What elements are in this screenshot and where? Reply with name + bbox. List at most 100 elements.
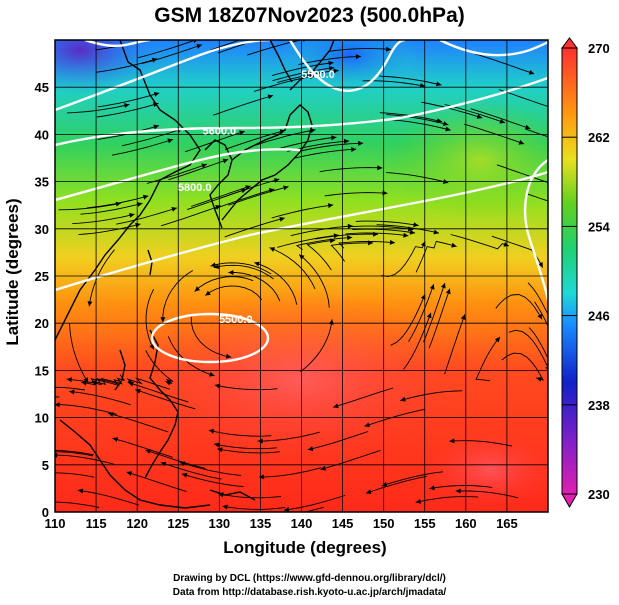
x-tick-label: 115 — [86, 516, 107, 531]
streamline-arrow — [265, 29, 271, 34]
streamline-arrow — [31, 449, 36, 454]
streamline — [214, 188, 275, 210]
streamline — [526, 128, 548, 138]
streamline — [146, 163, 207, 184]
streamline-arrow — [22, 386, 27, 391]
streamline-arrow — [557, 353, 562, 359]
streamline-arrow — [364, 422, 370, 428]
streamline — [55, 501, 100, 508]
streamline-arrow — [30, 450, 35, 455]
streamline — [108, 412, 169, 433]
colorbar-label: 270 — [588, 41, 610, 56]
streamline — [293, 148, 357, 159]
streamline-arrow — [440, 283, 446, 289]
streamline — [97, 92, 160, 108]
streamline — [298, 55, 361, 66]
streamline — [160, 205, 221, 227]
streamline — [298, 254, 330, 308]
streamline-arrow — [87, 301, 93, 307]
streamline — [135, 389, 196, 410]
streamline — [300, 142, 364, 152]
streamline — [69, 323, 89, 384]
streamline-arrow — [455, 488, 461, 494]
streamline-arrow — [538, 262, 543, 268]
streamline-arrow — [343, 138, 350, 144]
streamline — [55, 472, 95, 478]
streamline — [80, 202, 143, 215]
streamline-arrow — [129, 212, 135, 218]
streamline-arrow — [137, 202, 143, 207]
streamline — [160, 462, 222, 480]
streamline-arrow — [328, 203, 334, 209]
streamline-arrow — [254, 261, 260, 267]
streamline — [126, 471, 187, 492]
streamline-arrow — [196, 44, 202, 49]
streamline-arrow — [518, 139, 525, 145]
streamline-arrow — [328, 60, 334, 66]
streamline-arrow — [413, 222, 419, 228]
streamline — [508, 329, 548, 369]
streamline — [91, 374, 126, 386]
streamline — [450, 234, 510, 250]
contour-label: 5600.0 — [203, 125, 237, 137]
streamline-arrow — [165, 380, 171, 386]
streamline-arrow — [112, 437, 119, 442]
streamline-arrow — [528, 69, 535, 75]
streamline-arrow — [55, 402, 60, 408]
streamline — [328, 48, 392, 52]
streamline-arrow — [381, 481, 388, 487]
streamline-arrow — [153, 124, 159, 130]
streamline-arrow — [333, 68, 339, 74]
streamline — [77, 489, 140, 506]
streamline-arrow — [309, 74, 315, 80]
streamline — [69, 391, 131, 406]
streamline — [376, 224, 439, 234]
streamline — [145, 288, 155, 350]
x-tick-label: 140 — [291, 516, 313, 531]
y-axis-label: Latitude (degrees) — [3, 198, 22, 346]
streamline-arrow — [267, 94, 274, 100]
streamline — [381, 471, 444, 487]
colorbar-label: 238 — [588, 398, 610, 413]
streamline-arrow — [181, 472, 188, 478]
streamline — [428, 288, 451, 349]
streamline — [58, 202, 122, 211]
x-tick-label: 135 — [250, 516, 272, 531]
streamline — [55, 404, 117, 415]
streamline — [528, 327, 548, 360]
y-tick-label: 15 — [35, 363, 49, 378]
streamline-arrow — [151, 57, 158, 63]
streamline-arrow — [228, 270, 234, 275]
streamline-arrow — [554, 378, 559, 384]
streamline-arrow — [149, 343, 154, 350]
streamline-arrow — [268, 188, 275, 193]
streamline-arrow — [272, 33, 278, 38]
plot-frame — [54, 39, 549, 513]
streamline — [464, 123, 525, 145]
streamline — [214, 384, 278, 391]
streamline-arrow — [451, 242, 457, 248]
streamline-arrow — [429, 284, 435, 290]
streamline — [269, 247, 316, 290]
x-tick-label: 120 — [126, 516, 148, 531]
streamline — [324, 192, 388, 197]
credit-drawing: Drawing by DCL (https://www.gfd-dennou.o… — [173, 573, 446, 584]
streamline-arrow — [153, 92, 160, 97]
streamline-arrow — [409, 229, 416, 235]
streamline — [78, 223, 141, 236]
streamline-arrow — [436, 118, 443, 124]
streamline-arrow — [331, 135, 337, 141]
streamline — [474, 53, 535, 75]
streamline-arrow — [524, 124, 531, 130]
color-field — [55, 40, 548, 512]
colorbar: 270 262 254 246 238 230 — [561, 37, 610, 509]
streamline-arrow — [449, 438, 455, 444]
streamline — [136, 40, 140, 41]
streamline — [224, 217, 285, 238]
y-tick-label: 10 — [35, 411, 49, 426]
y-tick-label: 20 — [35, 316, 49, 331]
streamline — [259, 467, 322, 478]
streamline-arrow — [377, 165, 383, 171]
height-contours — [55, 40, 548, 364]
streamline — [179, 461, 242, 476]
